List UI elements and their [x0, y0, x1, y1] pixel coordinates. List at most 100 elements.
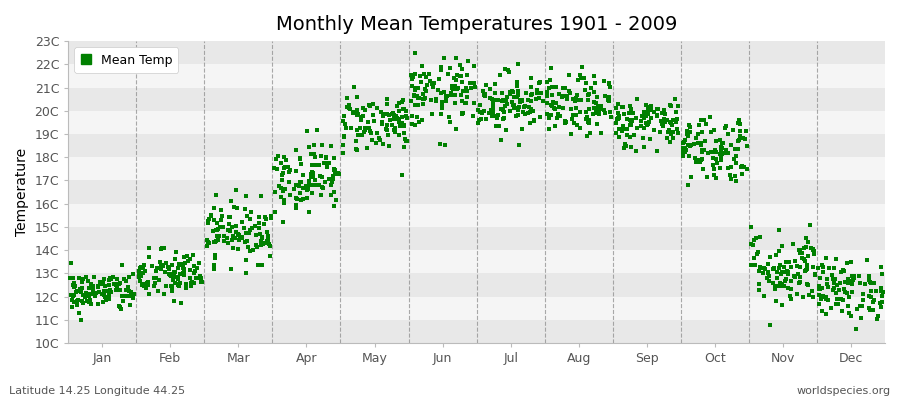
Point: [716, 140, 731, 146]
Point: [570, 122, 584, 128]
Point: [616, 122, 630, 129]
Point: [98, 294, 112, 300]
Point: [616, 104, 630, 110]
Point: [593, 106, 608, 112]
Point: [126, 292, 140, 299]
Point: [488, 90, 502, 96]
Point: [194, 279, 208, 285]
Point: [582, 91, 597, 98]
Point: [527, 118, 542, 124]
Point: [357, 125, 372, 132]
Point: [571, 77, 585, 84]
Point: [405, 75, 419, 82]
Point: [822, 265, 836, 271]
Point: [454, 111, 469, 118]
Point: [775, 280, 789, 287]
Point: [638, 102, 652, 108]
Point: [714, 143, 728, 150]
Point: [836, 268, 850, 274]
Point: [176, 268, 191, 275]
Point: [482, 94, 497, 101]
Point: [773, 280, 788, 286]
Point: [350, 94, 365, 100]
Point: [710, 160, 724, 167]
Point: [547, 105, 562, 111]
Point: [338, 113, 352, 120]
Bar: [68, 273, 885, 296]
Point: [77, 294, 92, 300]
Point: [292, 156, 307, 162]
Point: [778, 278, 792, 285]
Point: [133, 278, 148, 284]
Point: [761, 261, 776, 267]
Point: [772, 248, 787, 255]
Point: [380, 122, 394, 128]
Point: [814, 308, 829, 314]
Point: [818, 310, 832, 317]
Point: [511, 142, 526, 148]
Point: [590, 106, 604, 112]
Point: [64, 260, 78, 266]
Point: [658, 119, 672, 126]
Point: [601, 98, 616, 105]
Point: [434, 111, 448, 117]
Point: [545, 92, 560, 98]
Point: [315, 184, 329, 190]
Point: [102, 292, 116, 298]
Point: [387, 116, 401, 122]
Point: [171, 283, 185, 289]
Point: [332, 170, 347, 177]
Point: [221, 240, 236, 246]
Point: [395, 99, 410, 106]
Point: [774, 282, 788, 289]
Point: [259, 216, 274, 223]
Point: [411, 94, 426, 101]
Point: [185, 278, 200, 285]
Point: [257, 221, 272, 227]
Point: [862, 273, 877, 279]
Point: [231, 232, 246, 238]
Point: [781, 271, 796, 277]
Point: [507, 104, 521, 111]
Point: [637, 114, 652, 121]
Point: [695, 129, 709, 136]
Point: [545, 103, 560, 109]
Point: [852, 303, 867, 309]
Point: [176, 272, 191, 279]
Point: [740, 143, 754, 149]
Point: [82, 298, 96, 305]
Point: [846, 276, 860, 283]
Point: [350, 127, 365, 134]
Point: [151, 276, 166, 283]
Point: [515, 126, 529, 132]
Point: [589, 100, 603, 106]
Point: [695, 147, 709, 154]
Point: [495, 98, 509, 104]
Point: [350, 112, 365, 118]
Point: [224, 224, 238, 230]
Point: [617, 126, 632, 132]
Point: [338, 121, 352, 128]
Point: [793, 278, 807, 285]
Point: [235, 234, 249, 240]
Point: [798, 234, 813, 241]
Point: [112, 286, 127, 293]
Point: [573, 72, 588, 78]
Point: [304, 190, 319, 196]
Point: [506, 89, 520, 95]
Point: [246, 247, 260, 253]
Point: [830, 282, 844, 288]
Point: [400, 108, 414, 114]
Point: [634, 123, 649, 130]
Point: [257, 214, 272, 221]
Point: [460, 94, 474, 100]
Point: [791, 271, 806, 277]
Point: [356, 113, 370, 119]
Point: [84, 281, 98, 288]
Point: [361, 118, 375, 125]
Point: [482, 86, 497, 92]
Point: [439, 92, 454, 99]
Point: [762, 321, 777, 328]
Point: [663, 119, 678, 125]
Point: [69, 288, 84, 294]
